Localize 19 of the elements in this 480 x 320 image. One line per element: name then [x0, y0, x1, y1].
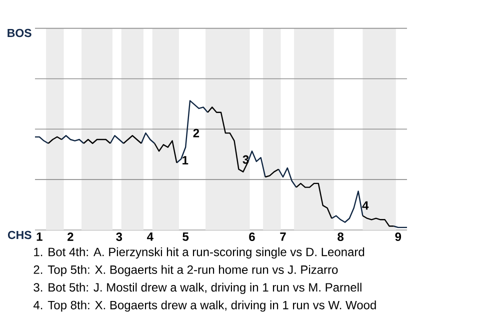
annotation: 1 [182, 156, 188, 164]
text: CHS [8, 230, 32, 240]
annotation: 2 [193, 128, 200, 138]
text: 3. Bot 5th: J. Mostil drew a walk, driving in 1 run vs M. Parnell [34, 282, 362, 294]
x-tick-label: 8 [338, 232, 344, 242]
text: 1. Bot 4th: A. Pierzynski hit a run-scoring single vs D. Leonard [34, 247, 364, 259]
x-tick-label: 7 [280, 232, 286, 241]
annotation: 3 [242, 155, 249, 164]
x-tick-label: 6 [249, 232, 255, 242]
text: 2. Top 5th: X. Bogaerts hit a 2-run home run vs J. Pizarro [34, 265, 338, 276]
x-tick-label: 5 [182, 232, 189, 241]
x-tick-label: 4 [146, 232, 154, 241]
x-tick-label: 3 [116, 232, 122, 242]
x-tick-label: 9 [395, 232, 402, 242]
text: 4. Top 8th: X. Bogaerts drew a walk, driving in 1 run vs W. Wood [33, 300, 376, 312]
x-tick-label: 1 [36, 232, 42, 241]
annotation: 4 [362, 201, 369, 210]
x-tick-label: 2 [68, 232, 74, 241]
text: BOS [8, 28, 32, 38]
